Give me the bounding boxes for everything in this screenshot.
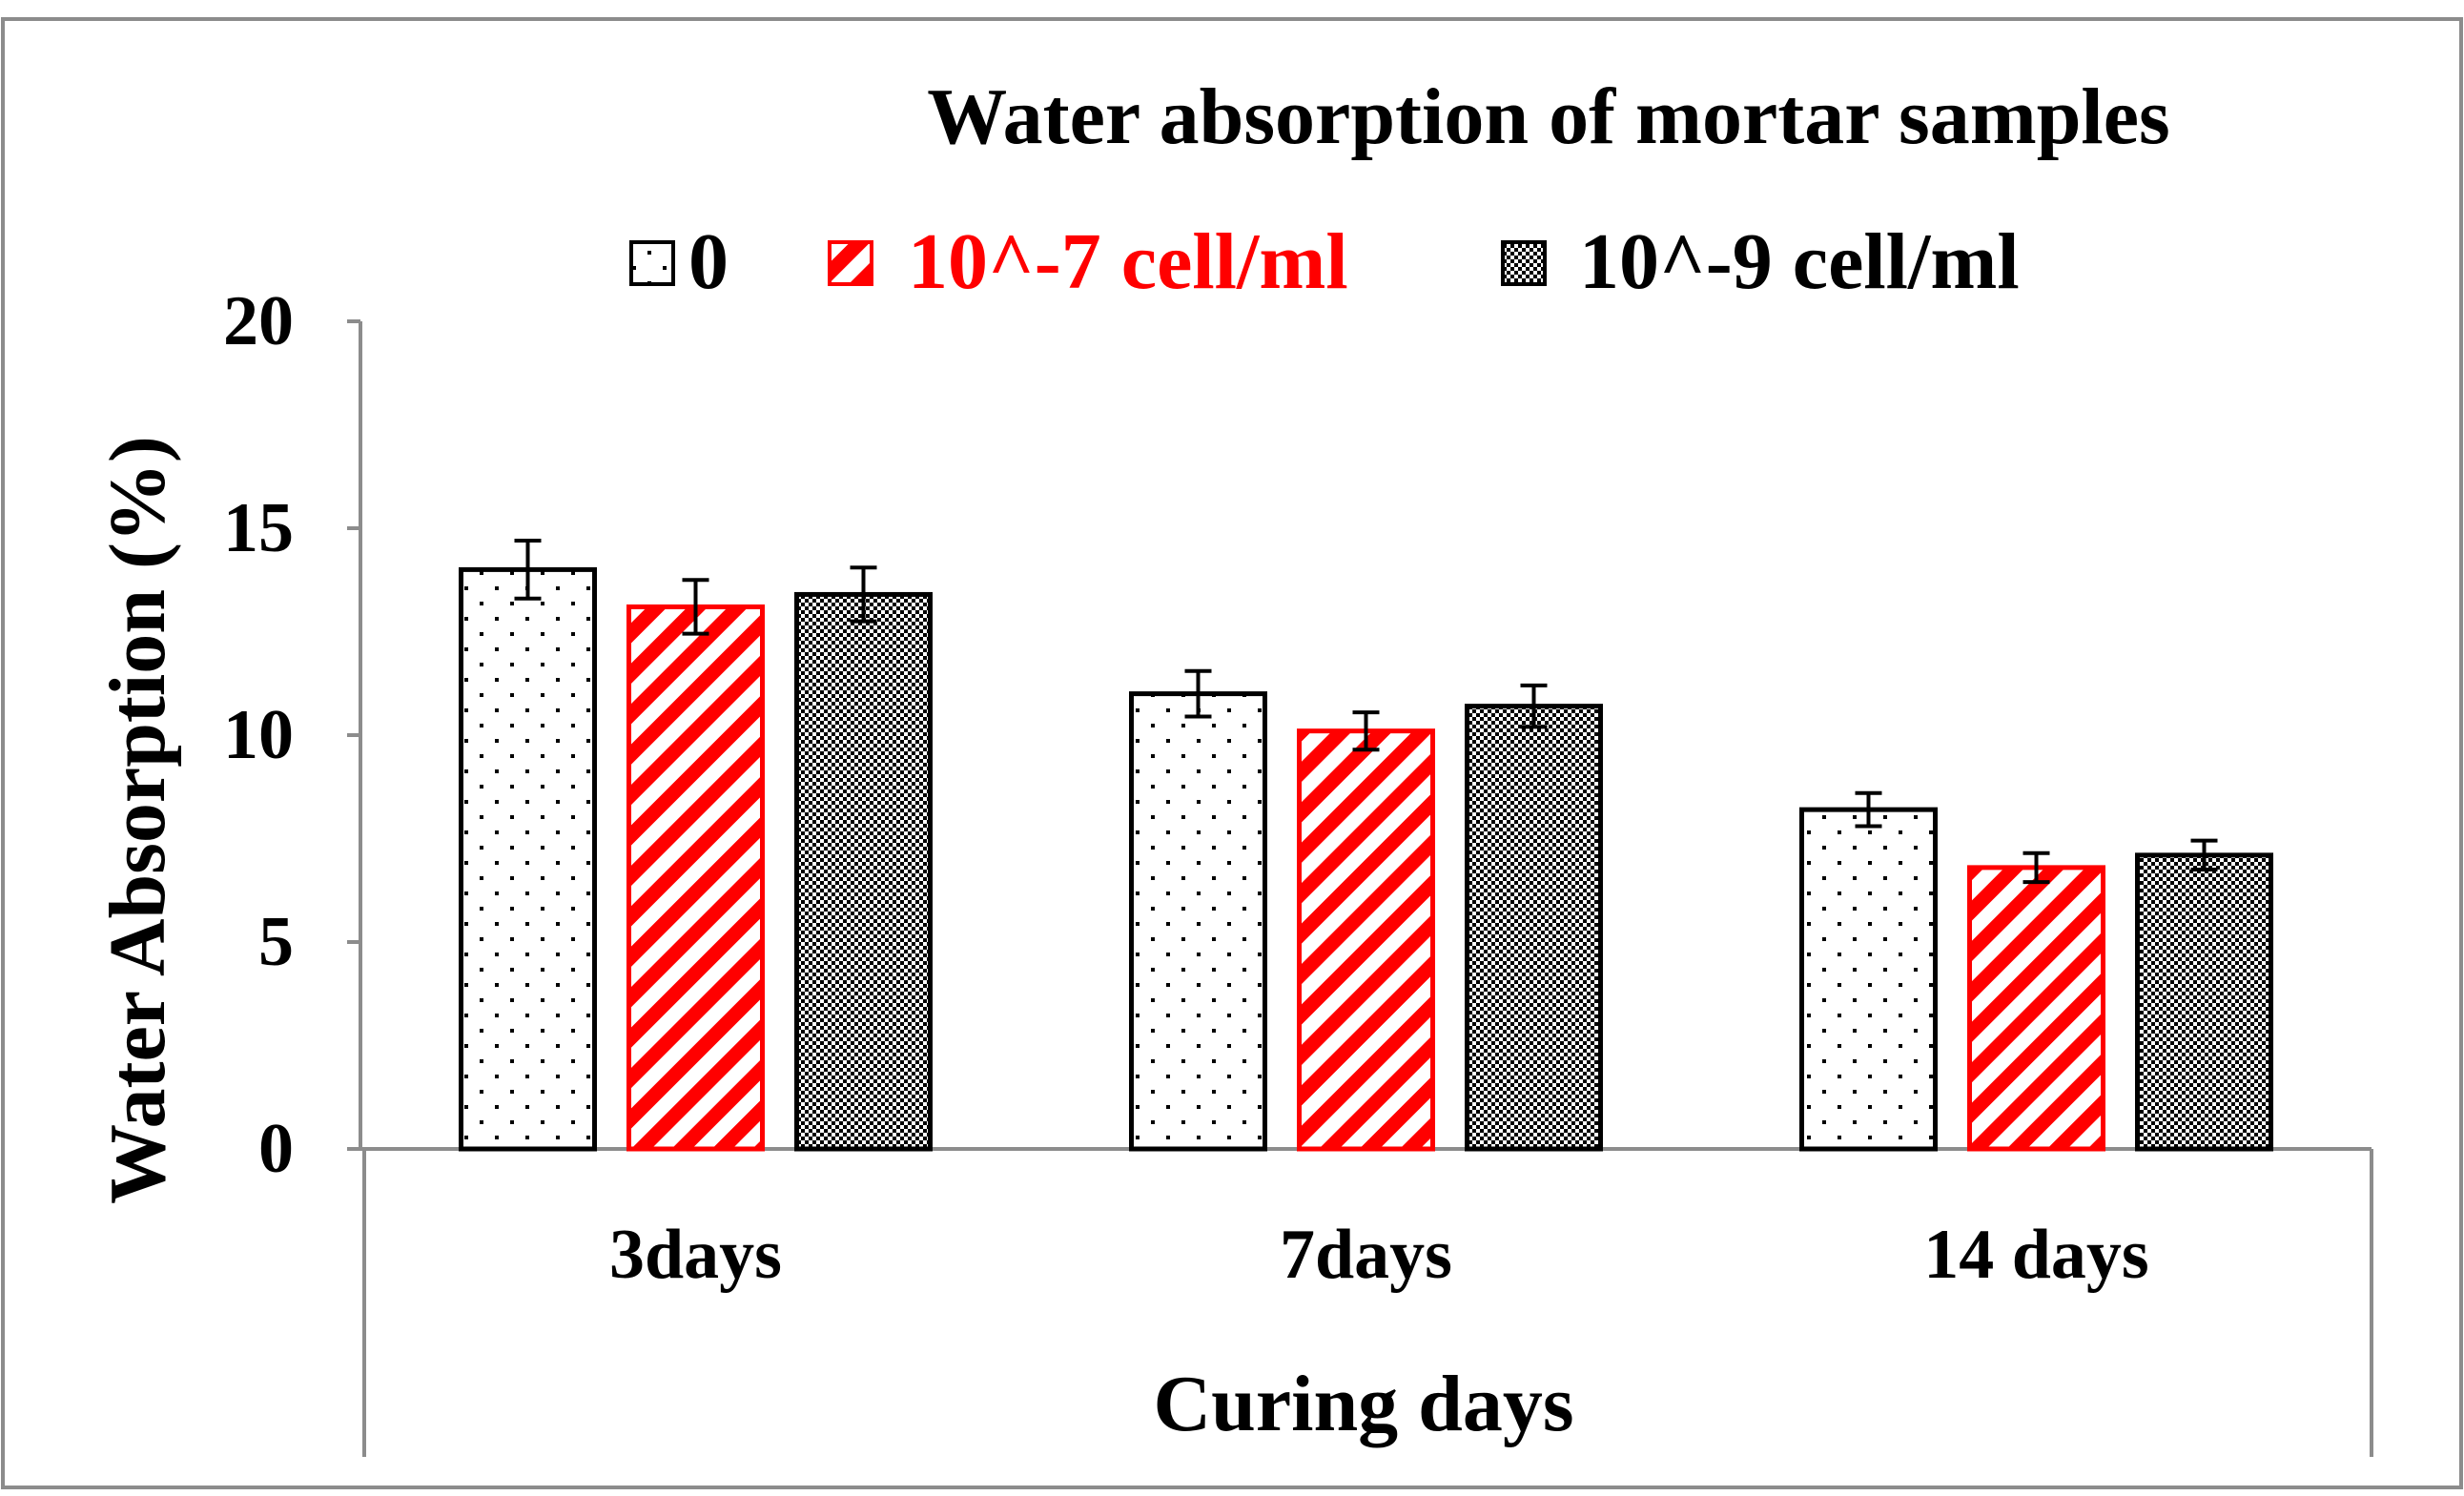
y-tick-label: 10 bbox=[223, 696, 294, 774]
x-axis-label: Curing days bbox=[1153, 1360, 1573, 1448]
bar-0-1 bbox=[626, 604, 765, 1152]
bar-2-1 bbox=[1967, 865, 2105, 1152]
legend-label-0: 0 bbox=[688, 217, 729, 306]
bars bbox=[459, 539, 2273, 1152]
chart-title: Water absorption of mortar samples bbox=[927, 72, 2169, 161]
legend-label-2: 10^-9 cell/ml bbox=[1579, 217, 2020, 306]
y-axis-label: Water Absorption (%) bbox=[93, 436, 182, 1204]
legend-label-1: 10^-7 cell/ml bbox=[908, 217, 1348, 306]
bar-1-0 bbox=[1129, 691, 1267, 1152]
x-tick-label: 3days bbox=[609, 1216, 782, 1294]
legend: 0 10^-7 cell/ml 10^-9 cell/ml bbox=[629, 217, 2020, 306]
legend-swatch-1 bbox=[828, 240, 873, 286]
bar-0-2 bbox=[794, 591, 933, 1152]
y-ticks: 0 5 10 15 20 bbox=[223, 282, 360, 1188]
y-tick-label: 15 bbox=[223, 489, 294, 567]
bar-2-2 bbox=[2135, 852, 2273, 1152]
bar-1-1 bbox=[1297, 728, 1435, 1152]
legend-item-2: 10^-9 cell/ml bbox=[1501, 217, 2020, 306]
y-tick-label: 20 bbox=[223, 282, 294, 360]
y-tick-label: 5 bbox=[258, 903, 294, 981]
bar-0-0 bbox=[459, 566, 597, 1152]
bar-1-2 bbox=[1465, 704, 1603, 1152]
chart-frame bbox=[1, 17, 2463, 1489]
y-tick-label: 0 bbox=[258, 1110, 294, 1188]
x-tick-label: 14 days bbox=[1923, 1216, 2148, 1294]
legend-item-0: 0 bbox=[629, 217, 729, 306]
legend-swatch-2 bbox=[1501, 240, 1547, 286]
bar-2-0 bbox=[1799, 807, 1938, 1152]
legend-item-1: 10^-7 cell/ml bbox=[828, 217, 1348, 306]
x-tick-label: 7days bbox=[1280, 1216, 1452, 1294]
legend-swatch-0 bbox=[629, 240, 675, 286]
x-ticks: 3days 7days 14 days bbox=[609, 1216, 2149, 1294]
